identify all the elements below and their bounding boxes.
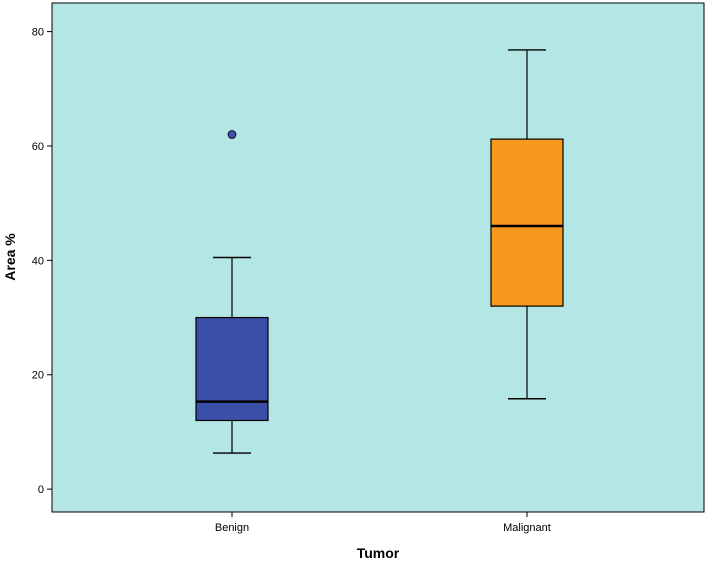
y-tick-label: 60 [32,141,44,153]
y-axis-title: Area % [2,233,18,281]
outlier-point [227,130,237,139]
boxes [195,49,564,454]
x-tick-label: Malignant [503,522,551,534]
box-benign [195,130,269,454]
x-axis-title: Tumor [357,545,400,561]
box-malignant [490,49,564,400]
x-axis: Benign Malignant [215,512,551,534]
y-tick-label: 0 [38,484,44,496]
iqr-box [490,138,564,307]
y-tick-label: 40 [32,255,44,267]
plot-area [51,2,705,513]
x-tick-label: Benign [215,522,249,534]
y-axis: 0 20 40 60 80 [32,27,52,496]
y-tick-label: 80 [32,27,44,39]
y-tick-label: 20 [32,370,44,382]
iqr-box [195,316,269,422]
